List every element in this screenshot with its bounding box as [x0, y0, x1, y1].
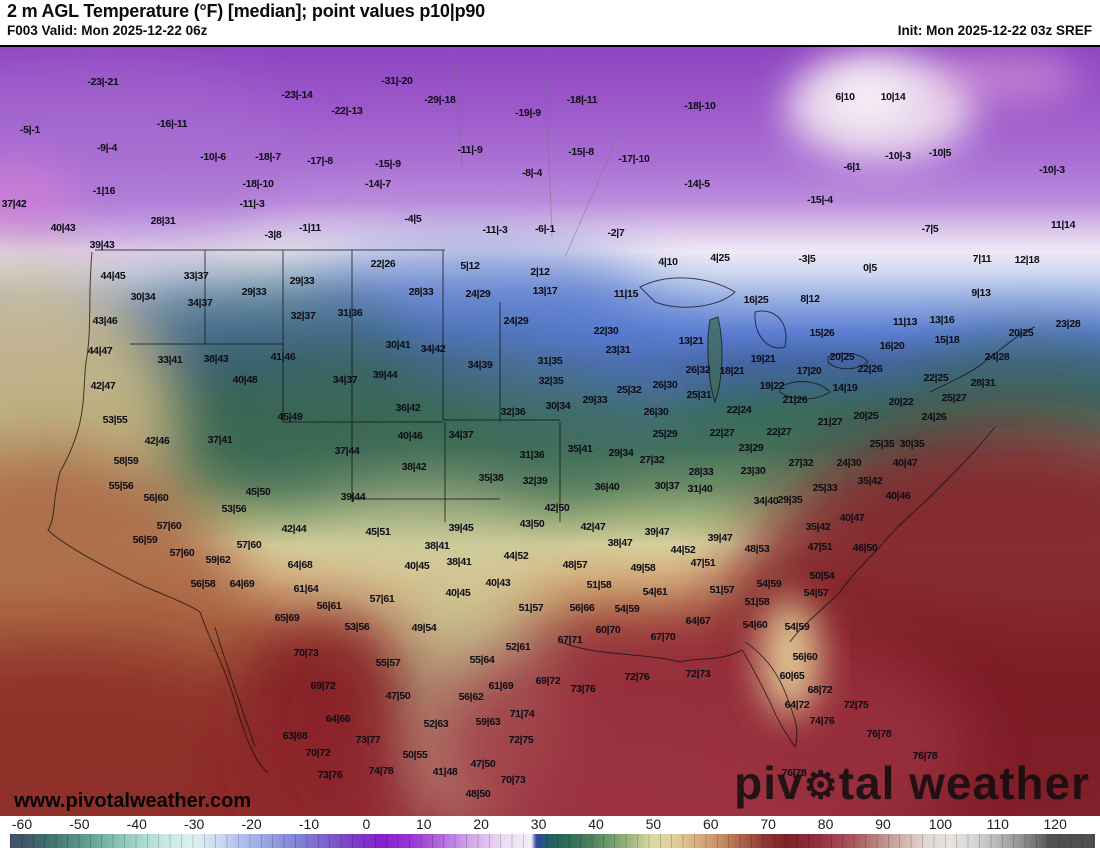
- colorbar-tick-label: 110: [986, 816, 1009, 832]
- colorbar-tick-label: 20: [473, 816, 489, 832]
- colorbar-tick-label: 120: [1043, 816, 1067, 832]
- website-watermark: www.pivotalweather.com: [14, 790, 252, 812]
- colorbar-tick-label: 60: [703, 816, 719, 832]
- regional-color-blobs: [0, 51, 1100, 816]
- valid-time-label: F003 Valid: Mon 2025-12-22 06z: [7, 23, 208, 38]
- colorbar-tick-label: 10: [416, 816, 432, 832]
- brand-text-pre: piv: [734, 757, 804, 809]
- colorbar-cell-lines: [10, 834, 1095, 848]
- subtitle-row: F003 Valid: Mon 2025-12-22 06z Init: Mon…: [7, 23, 1092, 38]
- colorbar: -60 -50 -40 -30 -20 -10 0 10 20 30 40 50 60 70 80 90 100…: [0, 816, 1100, 850]
- colorbar-tick-label: -20: [241, 816, 262, 832]
- init-time-label: Init: Mon 2025-12-22 03z SREF: [897, 23, 1092, 38]
- colorbar-tick-label: 100: [928, 816, 953, 832]
- graticule-lines: [454, 47, 621, 258]
- colorbar-tick-label: -50: [69, 816, 90, 832]
- brand-watermark: piv⚙tal weather: [734, 760, 1090, 809]
- temperature-shading: [0, 47, 1100, 816]
- colorbar-tick-label: 30: [530, 816, 547, 832]
- colorbar-tick-label: -60: [11, 816, 33, 832]
- colorbar-tick-label: -10: [298, 816, 320, 832]
- geography-lines: [47, 249, 1036, 774]
- map-title: 2 m AGL Temperature (°F) [median]; point…: [7, 1, 485, 21]
- brand-text-post: tal weather: [838, 757, 1090, 809]
- colorbar-tick-label: -30: [184, 816, 205, 832]
- colorbar-tick-label: 80: [817, 816, 834, 832]
- colorbar-tick-label: 40: [588, 816, 604, 832]
- colorbar-tick-label: 50: [645, 816, 662, 832]
- colorbar-tick-labels: -60 -50 -40 -30 -20 -10 0 10 20 30 40 50 60 70 80 90 100…: [0, 816, 1100, 834]
- gear-icon: ⚙: [803, 765, 839, 807]
- colorbar-tick-label: 90: [875, 816, 891, 832]
- colorbar-tick-label: -40: [126, 816, 147, 832]
- colorbar-gradient: [10, 834, 1095, 848]
- colorbar-tick-label: 70: [760, 816, 776, 832]
- colorbar-tick-label: 0: [362, 816, 371, 832]
- temperature-field-map: [0, 45, 1100, 816]
- title-bar: 2 m AGL Temperature (°F) [median]; point…: [0, 0, 1100, 45]
